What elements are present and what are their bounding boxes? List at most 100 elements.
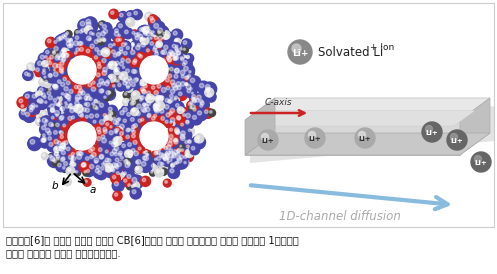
Circle shape	[101, 38, 104, 41]
Circle shape	[112, 162, 124, 173]
Circle shape	[172, 153, 176, 156]
Circle shape	[103, 49, 106, 52]
Circle shape	[118, 83, 121, 87]
Circle shape	[178, 108, 181, 110]
Circle shape	[123, 28, 133, 39]
Circle shape	[56, 54, 69, 66]
Circle shape	[79, 27, 89, 37]
Circle shape	[97, 117, 111, 131]
Circle shape	[46, 93, 58, 105]
Circle shape	[158, 148, 161, 151]
Circle shape	[59, 116, 63, 120]
Circle shape	[37, 86, 48, 97]
Circle shape	[80, 97, 82, 99]
Circle shape	[62, 54, 68, 60]
Circle shape	[140, 87, 151, 99]
Circle shape	[112, 85, 115, 87]
Circle shape	[206, 92, 216, 102]
Circle shape	[175, 47, 178, 50]
Circle shape	[61, 71, 64, 74]
Circle shape	[115, 170, 123, 178]
Circle shape	[28, 104, 40, 115]
Circle shape	[118, 151, 122, 155]
Circle shape	[156, 34, 168, 46]
Circle shape	[65, 102, 67, 104]
Circle shape	[183, 41, 187, 44]
Circle shape	[54, 139, 59, 144]
Circle shape	[204, 85, 215, 96]
Circle shape	[44, 63, 52, 71]
Circle shape	[75, 150, 84, 159]
Circle shape	[55, 35, 66, 46]
Circle shape	[141, 28, 152, 39]
Circle shape	[115, 70, 117, 72]
Circle shape	[116, 122, 119, 125]
Circle shape	[83, 106, 95, 118]
Circle shape	[175, 147, 186, 157]
Circle shape	[144, 151, 147, 154]
Circle shape	[60, 91, 67, 98]
Circle shape	[104, 78, 114, 87]
Circle shape	[41, 133, 49, 140]
Circle shape	[189, 100, 196, 108]
Circle shape	[118, 118, 121, 121]
Circle shape	[164, 157, 168, 161]
Circle shape	[146, 112, 156, 122]
Circle shape	[52, 84, 55, 87]
Circle shape	[78, 28, 87, 38]
Circle shape	[166, 161, 172, 166]
Circle shape	[450, 133, 458, 141]
Circle shape	[43, 122, 50, 129]
Circle shape	[158, 107, 169, 119]
Circle shape	[66, 42, 76, 53]
Circle shape	[169, 81, 182, 94]
Circle shape	[94, 164, 104, 174]
Circle shape	[139, 34, 143, 38]
Circle shape	[109, 141, 112, 144]
Circle shape	[92, 81, 95, 84]
Circle shape	[132, 10, 142, 20]
Circle shape	[62, 142, 66, 146]
Circle shape	[93, 120, 96, 123]
Circle shape	[96, 127, 100, 131]
Circle shape	[158, 96, 163, 100]
Circle shape	[120, 50, 123, 53]
Circle shape	[175, 130, 179, 134]
Circle shape	[113, 191, 122, 201]
Circle shape	[167, 68, 169, 70]
Circle shape	[109, 125, 115, 131]
Circle shape	[106, 123, 109, 126]
Circle shape	[138, 147, 141, 150]
Circle shape	[83, 169, 89, 176]
Circle shape	[108, 111, 113, 115]
Circle shape	[43, 69, 45, 71]
Circle shape	[137, 33, 140, 36]
Circle shape	[142, 102, 149, 110]
Circle shape	[163, 96, 174, 108]
Circle shape	[70, 108, 75, 113]
Circle shape	[166, 151, 170, 156]
Circle shape	[185, 82, 187, 85]
Circle shape	[142, 89, 146, 93]
Circle shape	[179, 55, 187, 63]
Circle shape	[140, 88, 152, 100]
Circle shape	[82, 163, 86, 167]
Circle shape	[208, 109, 216, 117]
Circle shape	[144, 105, 156, 118]
Circle shape	[142, 29, 153, 41]
Circle shape	[53, 51, 55, 53]
Circle shape	[165, 84, 175, 95]
Circle shape	[124, 67, 135, 78]
Circle shape	[132, 57, 142, 67]
Circle shape	[177, 116, 180, 120]
Circle shape	[132, 100, 136, 104]
Circle shape	[43, 62, 45, 64]
Circle shape	[172, 66, 185, 79]
Circle shape	[88, 145, 100, 156]
Circle shape	[154, 54, 164, 64]
Circle shape	[59, 80, 71, 92]
Circle shape	[68, 42, 78, 52]
Circle shape	[187, 150, 190, 153]
Circle shape	[130, 67, 141, 79]
Circle shape	[158, 162, 162, 166]
